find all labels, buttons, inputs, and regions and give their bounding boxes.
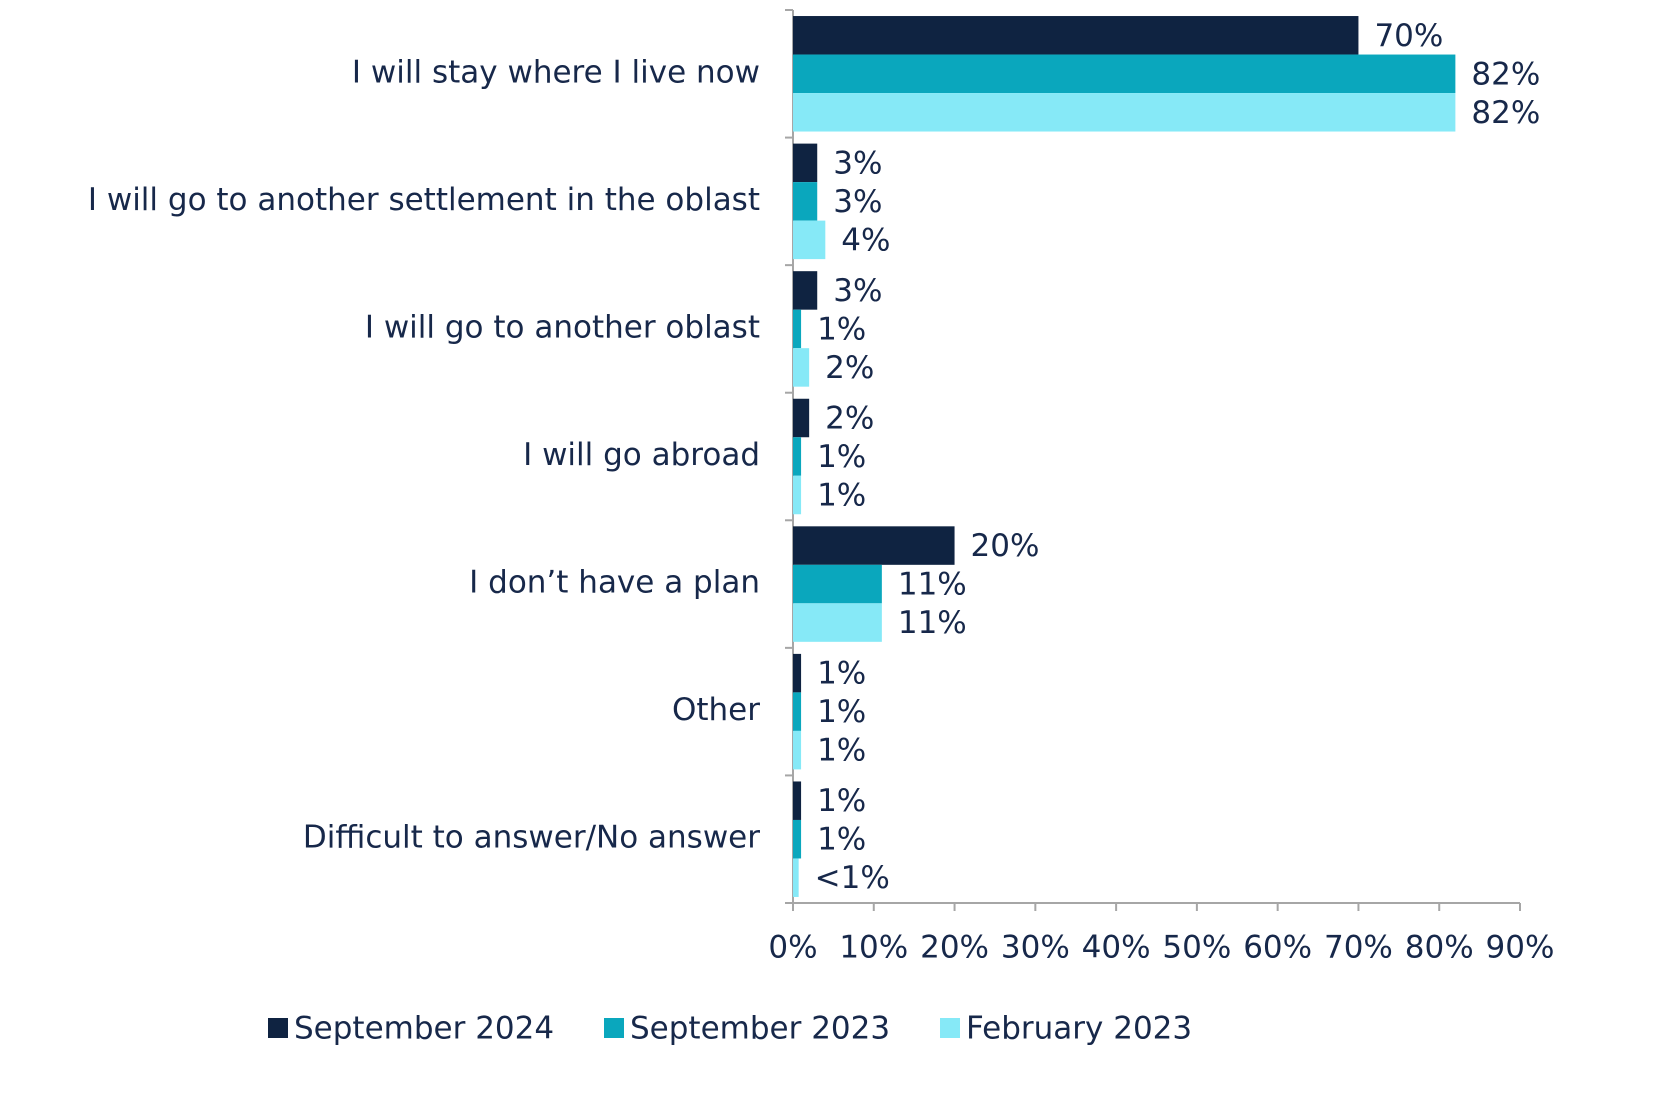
x-tick-label: 60% xyxy=(1243,930,1312,966)
bar xyxy=(793,348,810,387)
x-tick-label: 90% xyxy=(1486,930,1555,966)
bar xyxy=(793,143,818,183)
data-label: 3% xyxy=(833,184,882,220)
legend-label: September 2023 xyxy=(630,1011,890,1047)
bar xyxy=(793,653,802,693)
x-tick-label: 80% xyxy=(1405,930,1474,966)
bar xyxy=(793,182,818,221)
data-label: 2% xyxy=(825,401,874,437)
bar xyxy=(793,220,826,260)
bar xyxy=(793,730,802,770)
legend-swatch xyxy=(604,1018,624,1038)
x-tick-label: 30% xyxy=(1001,930,1070,966)
data-label: 1% xyxy=(817,311,866,347)
bar xyxy=(793,692,802,731)
data-label: 2% xyxy=(825,350,874,386)
bar xyxy=(793,93,1456,132)
legend-swatch xyxy=(940,1018,960,1038)
category-label: I will stay where I live now xyxy=(352,54,760,90)
data-label: 20% xyxy=(971,528,1040,564)
x-tick-label: 20% xyxy=(920,930,989,966)
bar xyxy=(793,819,802,859)
category-label: I will go to another settlement in the o… xyxy=(88,182,760,218)
data-label: 82% xyxy=(1471,95,1540,131)
x-tick-label: 40% xyxy=(1082,930,1151,966)
x-tick-label: 70% xyxy=(1324,930,1393,966)
x-tick-label: 10% xyxy=(839,930,908,966)
bar xyxy=(793,781,802,820)
bar xyxy=(793,309,802,349)
data-label: <1% xyxy=(815,860,890,896)
x-tick-label: 0% xyxy=(768,930,817,966)
bar xyxy=(793,526,955,565)
bar xyxy=(793,16,1359,55)
data-label: 1% xyxy=(817,733,866,769)
legend-swatch xyxy=(268,1018,288,1038)
bar xyxy=(793,603,882,642)
data-label: 4% xyxy=(841,222,890,258)
data-label: 11% xyxy=(898,567,967,603)
data-label: 1% xyxy=(817,783,866,819)
data-label: 1% xyxy=(817,656,866,692)
data-label: 82% xyxy=(1471,56,1540,92)
data-label: 1% xyxy=(817,822,866,858)
data-label: 1% xyxy=(817,694,866,730)
bar xyxy=(793,398,810,438)
bar xyxy=(793,858,799,897)
bar xyxy=(793,54,1456,94)
data-label: 1% xyxy=(817,439,866,475)
data-label: 3% xyxy=(833,273,882,309)
x-tick-label: 50% xyxy=(1162,930,1231,966)
data-label: 11% xyxy=(898,605,967,641)
data-label: 3% xyxy=(833,145,882,181)
category-label: Other xyxy=(672,692,760,728)
category-label: I will go abroad xyxy=(523,437,760,473)
category-label: Difficult to answer/No answer xyxy=(303,820,760,856)
legend-label: February 2023 xyxy=(966,1011,1192,1047)
data-label: 70% xyxy=(1374,18,1443,54)
category-label: I don’t have a plan xyxy=(469,565,760,601)
legend-label: September 2024 xyxy=(294,1011,554,1047)
bar xyxy=(793,564,882,604)
bar xyxy=(793,475,802,515)
category-label: I will go to another oblast xyxy=(365,309,760,345)
data-label: 1% xyxy=(817,478,866,514)
bar xyxy=(793,271,818,310)
bar xyxy=(793,437,802,476)
